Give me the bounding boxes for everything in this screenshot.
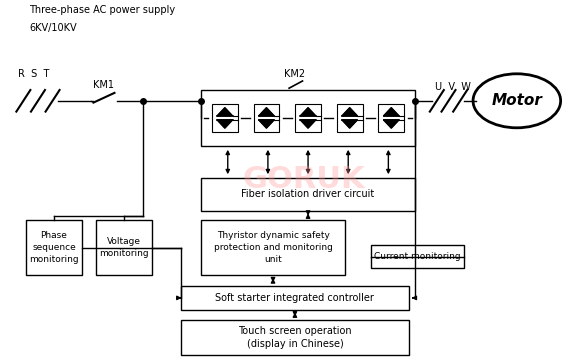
Bar	[181, 320, 409, 355]
Bar	[201, 178, 415, 211]
Polygon shape	[342, 120, 357, 128]
Text: GORUK: GORUK	[242, 166, 365, 194]
Polygon shape	[259, 108, 274, 116]
Text: Three-phase AC power supply: Three-phase AC power supply	[29, 5, 175, 15]
Text: Thyristor dynamic safety
protection and monitoring
unit: Thyristor dynamic safety protection and …	[214, 231, 332, 264]
Text: U  V  W: U V W	[435, 82, 471, 92]
Bar	[212, 104, 238, 132]
Text: KM2: KM2	[284, 69, 305, 79]
Polygon shape	[217, 108, 232, 116]
Polygon shape	[300, 108, 316, 116]
Polygon shape	[384, 108, 399, 116]
Bar	[181, 286, 409, 310]
Polygon shape	[259, 120, 274, 128]
Bar	[337, 104, 363, 132]
Text: Voltage
monitoring: Voltage monitoring	[99, 237, 149, 258]
Bar	[253, 104, 279, 132]
Text: Phase
sequence
monitoring: Phase sequence monitoring	[29, 231, 79, 264]
Text: R  S  T: R S T	[18, 69, 49, 79]
Text: 6KV/10KV: 6KV/10KV	[29, 23, 77, 33]
Polygon shape	[300, 120, 316, 128]
Polygon shape	[342, 108, 357, 116]
Text: Motor: Motor	[491, 93, 543, 108]
Polygon shape	[384, 120, 399, 128]
Bar	[26, 220, 82, 275]
Text: Fiber isolation driver circuit: Fiber isolation driver circuit	[241, 189, 375, 199]
Text: Soft starter integrated controller: Soft starter integrated controller	[215, 293, 374, 303]
Bar	[201, 90, 415, 146]
Bar	[96, 220, 152, 275]
Text: Current monitoring: Current monitoring	[374, 252, 461, 261]
Bar	[378, 104, 404, 132]
Text: Touch screen operation
(display in Chinese): Touch screen operation (display in Chine…	[238, 326, 352, 349]
Bar	[295, 104, 321, 132]
Polygon shape	[217, 120, 232, 128]
Bar	[371, 245, 464, 268]
Text: KM1: KM1	[93, 80, 114, 90]
Bar	[201, 220, 345, 275]
